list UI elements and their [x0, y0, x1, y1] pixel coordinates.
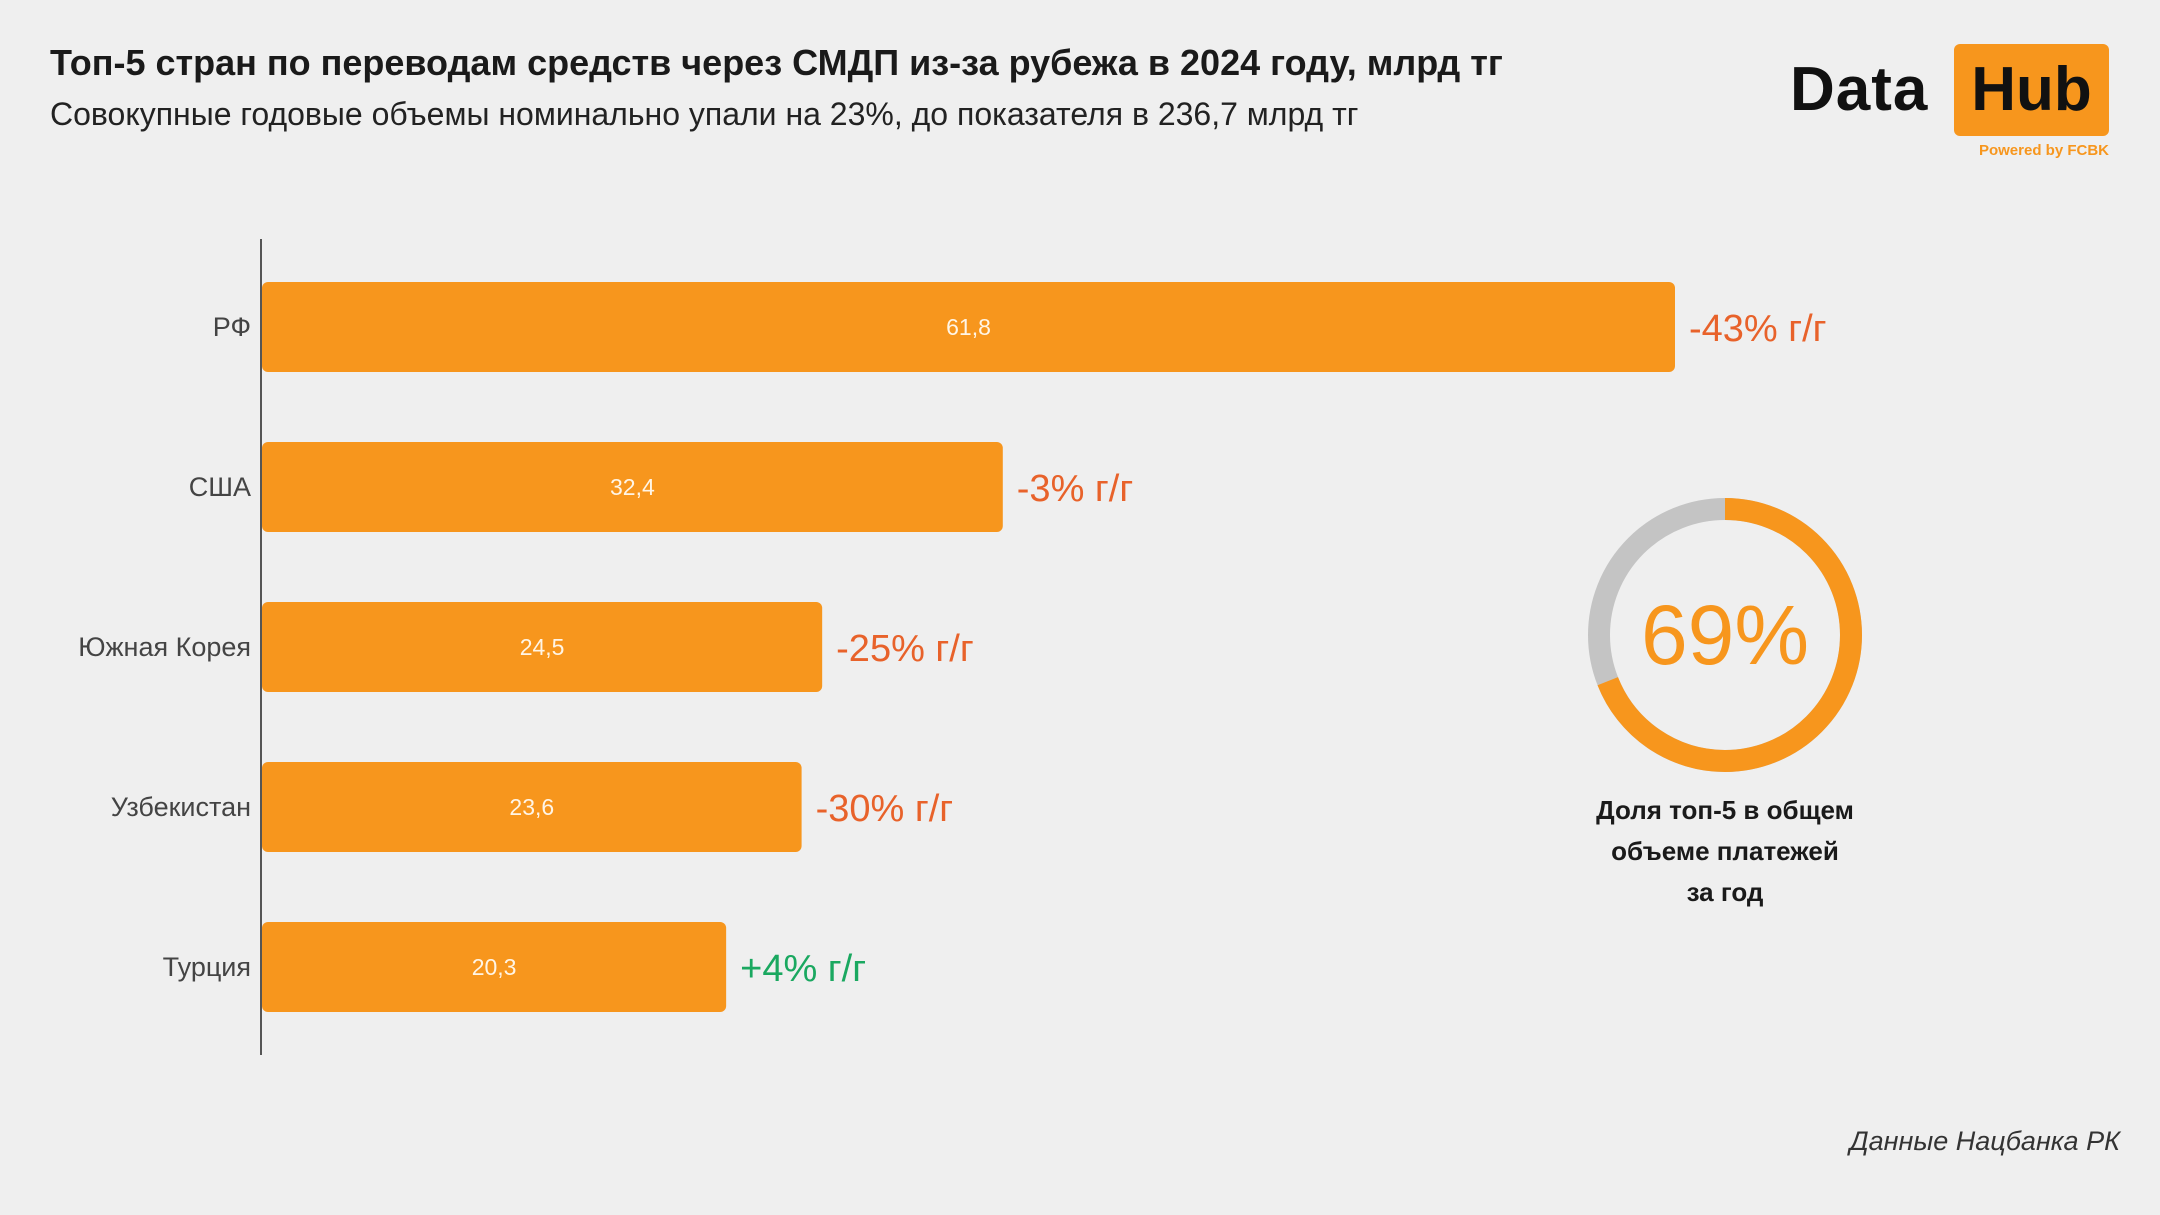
- category-label: Узбекистан: [111, 792, 251, 822]
- bar-value-label: 32,4: [610, 474, 655, 500]
- bar-value-label: 20,3: [472, 954, 517, 980]
- chart-subtitle: Совокупные годовые объемы номинально упа…: [50, 96, 1359, 132]
- bar: [262, 762, 802, 852]
- logo-word-data: Data: [1790, 55, 1929, 124]
- bar-value-label: 24,5: [520, 634, 565, 660]
- yoy-change-label: -25% г/г: [836, 628, 974, 670]
- category-label: США: [189, 472, 251, 502]
- donut-percent-label: 69%: [1640, 587, 1810, 682]
- bar: [262, 602, 823, 692]
- category-label: Турция: [163, 952, 251, 982]
- datahub-logo: Data Hub Powered by FCBK: [1790, 44, 2110, 164]
- bar-value-label: 23,6: [509, 794, 554, 820]
- donut-share-arc: [1588, 498, 1862, 772]
- donut-caption-line: Доля топ-5 в общем: [1596, 795, 1854, 825]
- source-note: Данные Нацбанка РК: [1849, 1126, 2120, 1156]
- yoy-change-label: -43% г/г: [1689, 308, 1827, 350]
- yoy-change-label: -3% г/г: [1017, 468, 1133, 510]
- logo-hub-box: Hub: [1954, 44, 2109, 136]
- donut-caption-line: объеме платежей: [1611, 836, 1839, 866]
- bar: [262, 282, 1675, 372]
- bar: [262, 442, 1003, 532]
- category-label: РФ: [213, 312, 251, 342]
- bar: [262, 922, 727, 1012]
- category-label: Южная Корея: [78, 632, 251, 662]
- donut-caption: Доля топ-5 в общем объеме платежей за го…: [1525, 790, 1925, 913]
- yoy-change-label: -30% г/г: [816, 788, 954, 830]
- donut-caption-line: за год: [1686, 877, 1764, 907]
- logo-word-hub: Hub: [1971, 55, 2092, 124]
- donut-ring: [1588, 498, 1862, 772]
- yoy-change-label: +4% г/г: [740, 948, 866, 990]
- bar-value-label: 61,8: [946, 314, 991, 340]
- logo-tagline: Powered by FCBK: [1978, 142, 2109, 159]
- chart-title: Топ-5 стран по переводам средств через С…: [50, 42, 1503, 83]
- share-donut: 69%: [1580, 490, 1870, 780]
